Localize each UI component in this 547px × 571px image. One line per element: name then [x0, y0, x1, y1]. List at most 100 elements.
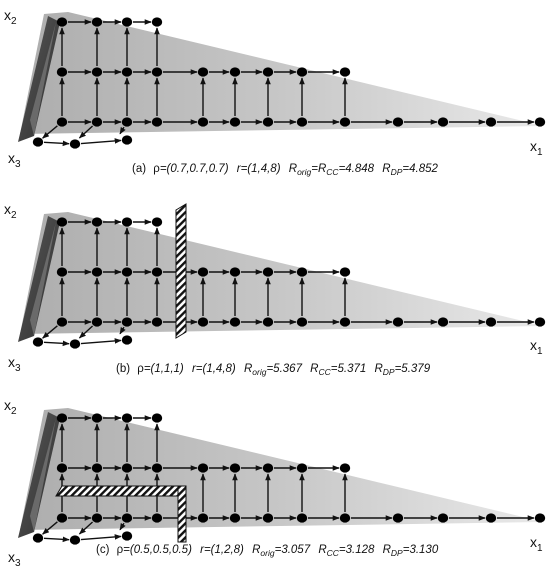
panel-a-node [91, 17, 103, 27]
panel-a-node [197, 67, 209, 77]
panel-a-x2-label: x2 [4, 7, 17, 27]
panel-b-node [32, 337, 44, 347]
panel-c-node [56, 413, 68, 423]
panel-b-node [151, 267, 163, 277]
panel-a-node [339, 117, 351, 127]
panel-b-node [262, 317, 274, 327]
panel-b-node [91, 317, 103, 327]
panel-a-node [91, 67, 103, 77]
panel-b-barrier-vertical [175, 203, 187, 339]
panel-a-node [437, 117, 449, 127]
panel-c-arrow [42, 521, 58, 535]
panel-c-node [91, 413, 103, 423]
panel-c-node [56, 463, 68, 473]
panel-a-dark-face-edge [30, 22, 56, 136]
panel-c-node [262, 463, 274, 473]
panel-c-node [121, 513, 133, 523]
panel-c-graph [18, 408, 546, 545]
panel-c-node [534, 513, 546, 523]
panel-c-x3-label: x3 [8, 549, 21, 569]
panel-c-shaded-region [20, 408, 544, 530]
panel-c-arrow [78, 521, 94, 535]
panel-c: x2 x3 x1 (c) ρ=(0.5,0.5,0.5) r=(1,2,8) R… [4, 397, 546, 569]
panel-c-node [32, 533, 44, 543]
panel-a-x1-label: x1 [530, 138, 543, 158]
panel-a-node [151, 67, 163, 77]
panel-b-node [121, 335, 133, 345]
panel-a-node [121, 117, 133, 127]
panel-c-caption: (c) ρ=(0.5,0.5,0.5) r=(1,2,8) Rorig=3.05… [96, 544, 439, 558]
panel-b-node [121, 267, 133, 277]
panel-a-arrow [43, 140, 70, 147]
panel-b-arrow [42, 325, 58, 339]
panel-b-node [121, 317, 133, 327]
panel-b-node [485, 317, 497, 327]
panel-a-node [56, 17, 68, 27]
panel-c-node [91, 513, 103, 523]
panel-a-arrow [119, 126, 126, 135]
panel-b-node [56, 267, 68, 277]
panel-a-node [151, 17, 163, 27]
panel-a-arrow [78, 125, 94, 139]
panel-c-node [56, 513, 68, 523]
panel-c-node [151, 513, 163, 523]
panel-c-node [262, 513, 274, 523]
panel-b: x2 x3 x1 (b) ρ=(1,1,1) r=(1,4,8) Rorig=5… [4, 201, 546, 377]
panel-c-node [339, 463, 351, 473]
panel-a-node [296, 67, 308, 77]
panel-b-node [69, 339, 81, 349]
panel-b-x2-label: x2 [4, 201, 17, 221]
panel-c-node [151, 413, 163, 423]
panel-c-arrow [43, 536, 70, 543]
panel-b-node [91, 267, 103, 277]
panel-c-barrier-horizontal [55, 485, 187, 497]
panel-b-node [56, 217, 68, 227]
panel-a-node [197, 117, 209, 127]
panel-a-node [485, 117, 497, 127]
panel-c-dark-face-edge [30, 418, 56, 532]
panel-b-x1-label: x1 [530, 337, 543, 357]
panel-c-arrow [80, 534, 122, 541]
panel-c-node [69, 535, 81, 545]
panel-b-node [392, 317, 404, 327]
panel-b-arrow [80, 338, 122, 345]
panel-a-node [121, 135, 133, 145]
panel-c-node [229, 463, 241, 473]
panel-c-arrow [119, 522, 126, 531]
panel-a-node [534, 117, 546, 127]
panel-a-node [262, 67, 274, 77]
panel-a-node [56, 67, 68, 77]
panel-a-node [339, 67, 351, 77]
panel-b-node [296, 267, 308, 277]
panel-a-graph [18, 12, 546, 149]
panel-c-node [121, 463, 133, 473]
panel-b-node [151, 317, 163, 327]
panel-c-node [296, 513, 308, 523]
panel-b-node [262, 267, 274, 277]
panel-b-dark-face-edge [30, 222, 56, 336]
panel-b-node [229, 317, 241, 327]
panel-c-node [197, 463, 209, 473]
panel-c-node [121, 531, 133, 541]
panel-b-node [534, 317, 546, 327]
panel-b-node [197, 267, 209, 277]
panel-a-node [296, 117, 308, 127]
panel-c-x1-label: x1 [530, 534, 543, 554]
panel-a-arrow [42, 125, 58, 139]
panel-a-x3-label: x3 [8, 150, 21, 170]
panel-a-node [32, 137, 44, 147]
panel-a-node [69, 139, 81, 149]
panel-b-arrow [119, 326, 126, 335]
panel-b-node [91, 217, 103, 227]
panel-b-node [296, 317, 308, 327]
panel-c-x2-label: x2 [4, 397, 17, 417]
panel-c-node [91, 463, 103, 473]
panel-a-shaded-region [20, 12, 544, 134]
panel-c-node [296, 463, 308, 473]
panel-c-barrier-vertical [177, 485, 187, 543]
panel-a-node [121, 17, 133, 27]
panel-c-node [339, 513, 351, 523]
panel-b-graph [18, 203, 546, 349]
panel-c-node [151, 463, 163, 473]
